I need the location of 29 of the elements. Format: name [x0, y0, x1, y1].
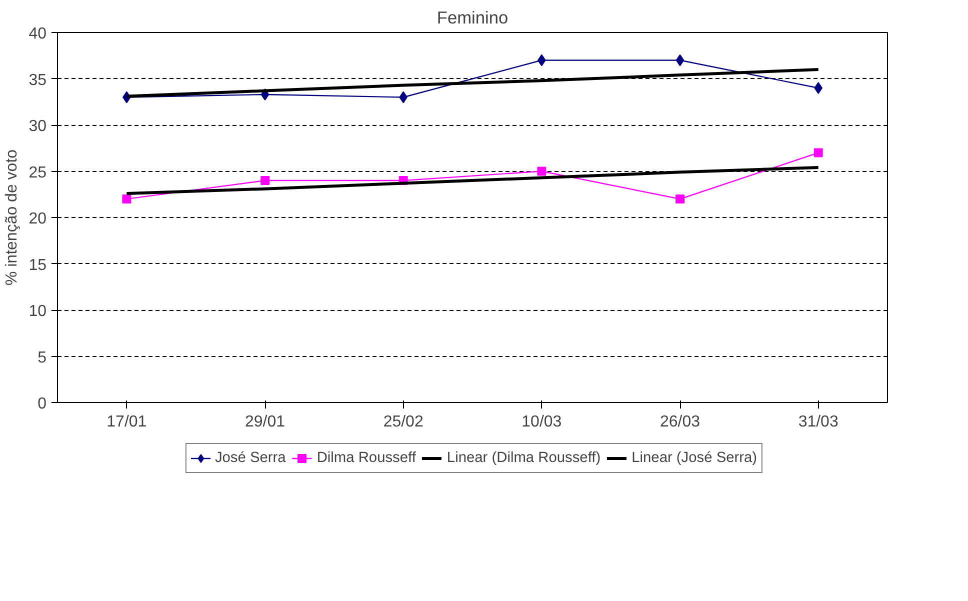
- x-tick-label: 25/02: [383, 414, 424, 430]
- point: [814, 148, 823, 158]
- y-tick-label: 25: [28, 164, 47, 182]
- y-tick-label: 5: [38, 349, 47, 366]
- y-tick-label: 0: [38, 396, 47, 412]
- x-tick-label: 31/03: [798, 414, 838, 430]
- chart-title: Feminino: [436, 8, 508, 28]
- point: [260, 176, 270, 185]
- y-tick-label: 30: [28, 118, 47, 135]
- legend-label: Linear (Dilma Rousseff): [446, 450, 601, 466]
- line-series: [125, 166, 820, 195]
- point: [676, 194, 684, 204]
- legend-label: Linear (José Serra): [632, 450, 758, 466]
- x-tick-label: 17/01: [106, 414, 147, 430]
- x-tick-label: 26/03: [660, 414, 700, 430]
- y-axis-title: % intenção de voto: [4, 149, 21, 286]
- y-tick-label: 40: [28, 26, 47, 42]
- y-tick-label: 15: [28, 256, 47, 274]
- y-tick-label: 20: [28, 210, 47, 228]
- x-tick-label: 29/01: [244, 414, 286, 430]
- y-tick-label: 10: [28, 303, 47, 320]
- point: [814, 82, 822, 94]
- legend-label: Dilma Rousseff: [316, 450, 416, 466]
- point: [537, 166, 546, 176]
- point: [122, 194, 132, 204]
- legend-label: José Serra: [214, 450, 286, 466]
- x-tick-label: 10/03: [522, 414, 562, 430]
- y-tick-label: 35: [28, 72, 47, 89]
- point: [676, 54, 684, 66]
